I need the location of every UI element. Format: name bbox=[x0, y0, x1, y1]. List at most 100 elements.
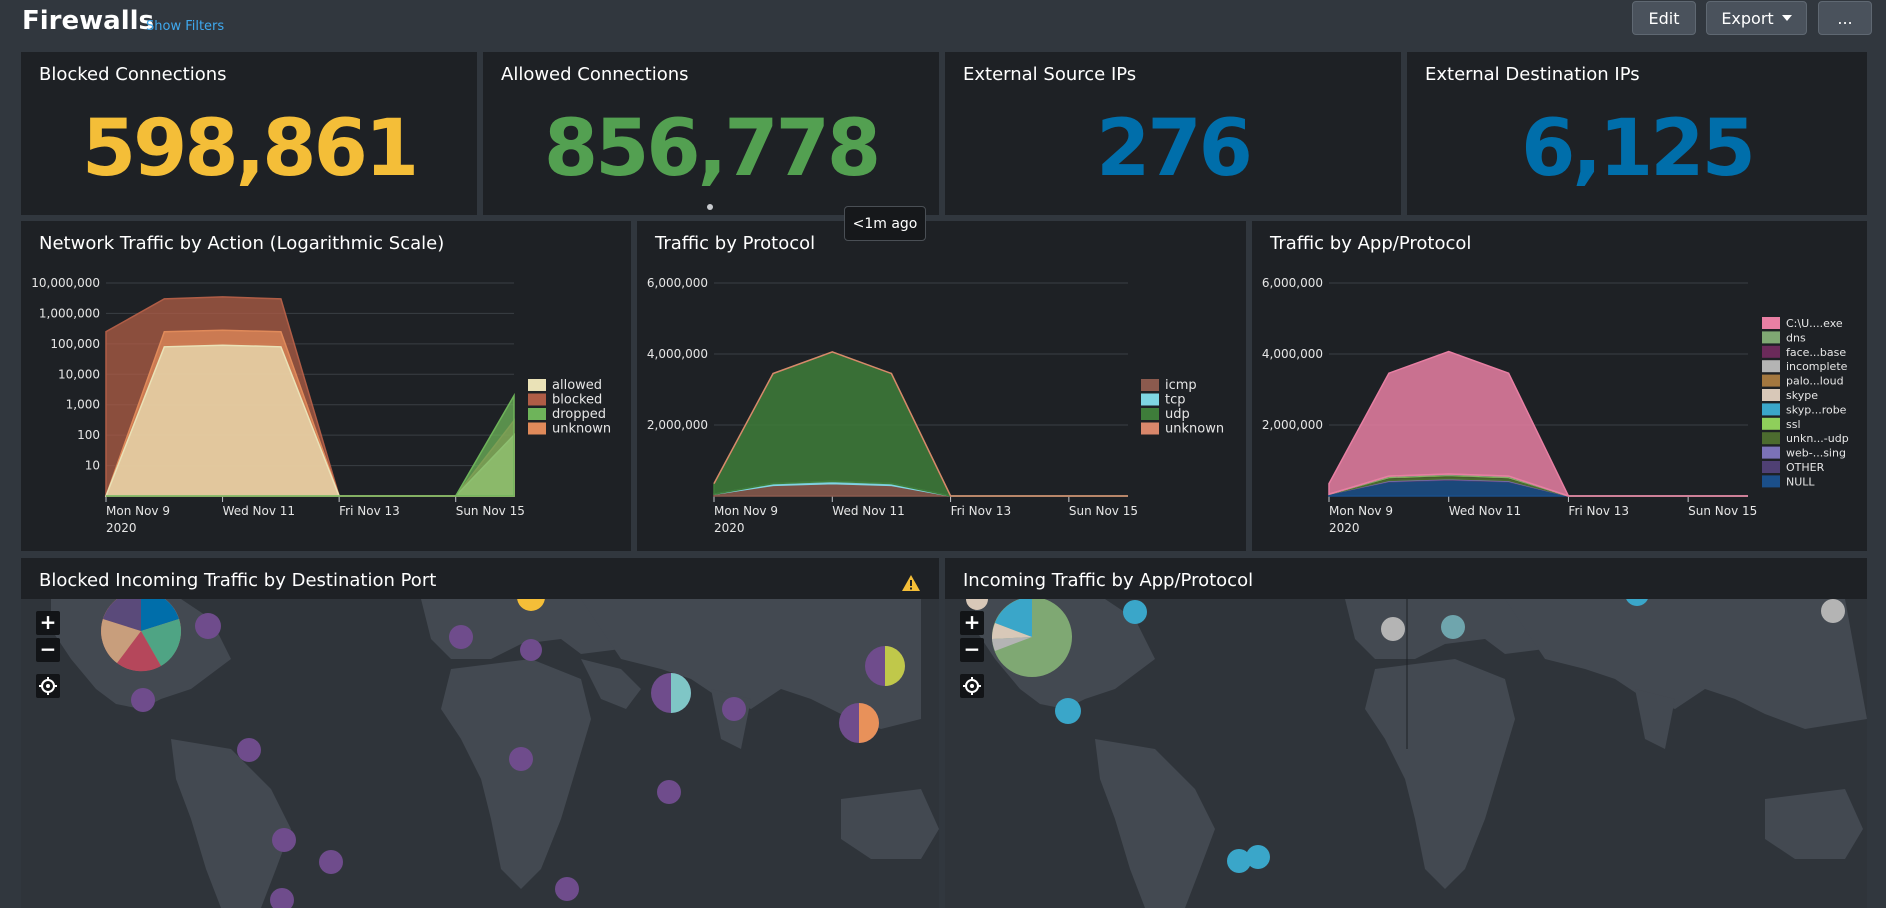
series-area-unknown bbox=[713, 351, 1128, 497]
legend-swatch bbox=[1762, 345, 1780, 358]
blocked-incoming-traffic-map-panel: Blocked Incoming Traffic by Destination … bbox=[21, 558, 939, 908]
panel-title: External Source IPs bbox=[963, 64, 1137, 85]
world-map[interactable] bbox=[945, 599, 1867, 908]
export-button[interactable]: Export bbox=[1706, 1, 1807, 35]
zoom-in-button[interactable]: + bbox=[960, 611, 984, 635]
app-pie-north-america[interactable] bbox=[991, 599, 1072, 677]
legend-swatch bbox=[1141, 393, 1159, 406]
legend-label: C:\U....exe bbox=[1786, 317, 1843, 330]
single-value: 6,125 bbox=[1521, 104, 1756, 194]
locate-icon bbox=[963, 677, 981, 695]
panel-title: Blocked Incoming Traffic by Destination … bbox=[39, 570, 437, 591]
panel-title: External Destination IPs bbox=[1425, 64, 1640, 85]
port-pie-north-america[interactable] bbox=[101, 599, 181, 672]
legend-label: palo...loud bbox=[1786, 375, 1844, 388]
land-masses bbox=[51, 599, 939, 908]
x-tick-sublabel: 2020 bbox=[714, 521, 745, 535]
port-marker[interactable] bbox=[272, 828, 296, 852]
legend-swatch bbox=[1762, 475, 1780, 488]
app-marker[interactable] bbox=[1123, 600, 1147, 624]
y-tick-label: 4,000,000 bbox=[647, 347, 708, 361]
network-traffic-chart: 10 100 1,000 10,000 100,000 1,000,000 10,000,0… bbox=[31, 276, 611, 535]
y-tick-label: 6,000,000 bbox=[1262, 276, 1323, 290]
app-marker[interactable] bbox=[1246, 845, 1270, 869]
port-marker[interactable] bbox=[195, 613, 221, 639]
zoom-out-button[interactable]: − bbox=[36, 638, 60, 662]
legend-label: web-...sing bbox=[1786, 447, 1846, 460]
panel-title: Incoming Traffic by App/Protocol bbox=[963, 570, 1254, 591]
port-pie-middle-east[interactable] bbox=[651, 673, 691, 713]
port-marker[interactable] bbox=[520, 639, 542, 661]
x-tick-label: Wed Nov 11 bbox=[1449, 504, 1521, 518]
legend-label: ssl bbox=[1786, 418, 1801, 431]
dashboard-header: Firewalls Show Filters Edit Export ... bbox=[0, 0, 1886, 50]
port-marker[interactable] bbox=[517, 599, 545, 611]
app-marker[interactable] bbox=[1625, 599, 1649, 606]
zoom-in-icon: + bbox=[963, 610, 981, 634]
legend-label: unknown bbox=[552, 422, 611, 437]
panel-title: Traffic by App/Protocol bbox=[1270, 233, 1472, 254]
world-map[interactable] bbox=[21, 599, 939, 908]
zoom-out-icon: − bbox=[963, 637, 981, 661]
x-tick-label: Sun Nov 15 bbox=[456, 504, 525, 518]
app-marker[interactable] bbox=[1821, 599, 1845, 623]
app-marker[interactable] bbox=[1055, 698, 1081, 724]
locate-button[interactable] bbox=[960, 674, 984, 698]
single-value: 598,861 bbox=[81, 104, 419, 194]
external-source-ips-panel: External Source IPs 276 bbox=[945, 52, 1401, 215]
legend-label: skyp...robe bbox=[1786, 403, 1847, 416]
series-area-udp bbox=[713, 351, 1128, 497]
panel-drag-handle[interactable] bbox=[707, 204, 713, 210]
legend-swatch bbox=[1762, 317, 1780, 329]
port-marker[interactable] bbox=[509, 747, 533, 771]
y-tick-label: 6,000,000 bbox=[647, 276, 708, 290]
traffic-by-protocol-chart: 2,000,000 4,000,000 6,000,000 Mon Nov 9 2020… bbox=[647, 276, 1224, 535]
locate-icon bbox=[39, 677, 57, 695]
legend-label: udp bbox=[1165, 407, 1190, 422]
legend-swatch bbox=[1762, 331, 1780, 344]
port-pie-east-asia[interactable] bbox=[865, 646, 905, 686]
legend-swatch bbox=[528, 393, 546, 406]
app-marker[interactable] bbox=[1381, 617, 1405, 641]
land-masses bbox=[975, 599, 1867, 908]
legend-swatch bbox=[528, 408, 546, 420]
port-marker[interactable] bbox=[319, 850, 343, 874]
app-marker[interactable] bbox=[1227, 849, 1251, 873]
legend-label: face...base bbox=[1786, 346, 1846, 359]
locate-button[interactable] bbox=[36, 674, 60, 698]
legend-label: dropped bbox=[552, 407, 606, 422]
legend-label: NULL bbox=[1786, 475, 1815, 488]
port-marker[interactable] bbox=[555, 877, 579, 901]
app-marker[interactable] bbox=[1441, 615, 1465, 639]
zoom-out-button[interactable]: − bbox=[960, 638, 984, 662]
legend-label: incomplete bbox=[1786, 360, 1848, 373]
warning-icon[interactable] bbox=[901, 574, 921, 592]
port-marker[interactable] bbox=[270, 888, 294, 908]
zoom-in-button[interactable]: + bbox=[36, 611, 60, 635]
app-marker[interactable] bbox=[966, 599, 988, 610]
port-marker[interactable] bbox=[449, 625, 473, 649]
legend-swatch bbox=[1762, 461, 1780, 473]
port-pie-southeast-asia[interactable] bbox=[839, 703, 879, 743]
y-tick-label: 10 bbox=[85, 459, 100, 473]
zoom-out-icon: − bbox=[39, 637, 57, 661]
port-marker[interactable] bbox=[657, 780, 681, 804]
panel-title: Blocked Connections bbox=[39, 64, 227, 85]
legend-label: unkn...-udp bbox=[1786, 432, 1849, 445]
single-value: 856,778 bbox=[543, 104, 881, 194]
legend-swatch bbox=[1762, 446, 1780, 459]
single-value: 276 bbox=[1096, 104, 1253, 194]
incoming-traffic-map-panel: Incoming Traffic by App/Protocol bbox=[945, 558, 1867, 908]
edit-button[interactable]: Edit bbox=[1632, 1, 1696, 35]
y-tick-label: 10,000 bbox=[58, 367, 100, 381]
map-canvas[interactable]: + − bbox=[945, 599, 1867, 908]
y-tick-label: 2,000,000 bbox=[647, 418, 708, 432]
legend-swatch bbox=[1141, 422, 1159, 435]
port-marker[interactable] bbox=[237, 738, 261, 762]
port-marker[interactable] bbox=[722, 697, 746, 721]
legend-swatch bbox=[1762, 417, 1780, 430]
more-actions-button[interactable]: ... bbox=[1818, 1, 1872, 35]
map-canvas[interactable]: + − bbox=[21, 599, 939, 908]
port-marker[interactable] bbox=[131, 688, 155, 712]
show-filters-link[interactable]: Show Filters bbox=[146, 19, 225, 34]
